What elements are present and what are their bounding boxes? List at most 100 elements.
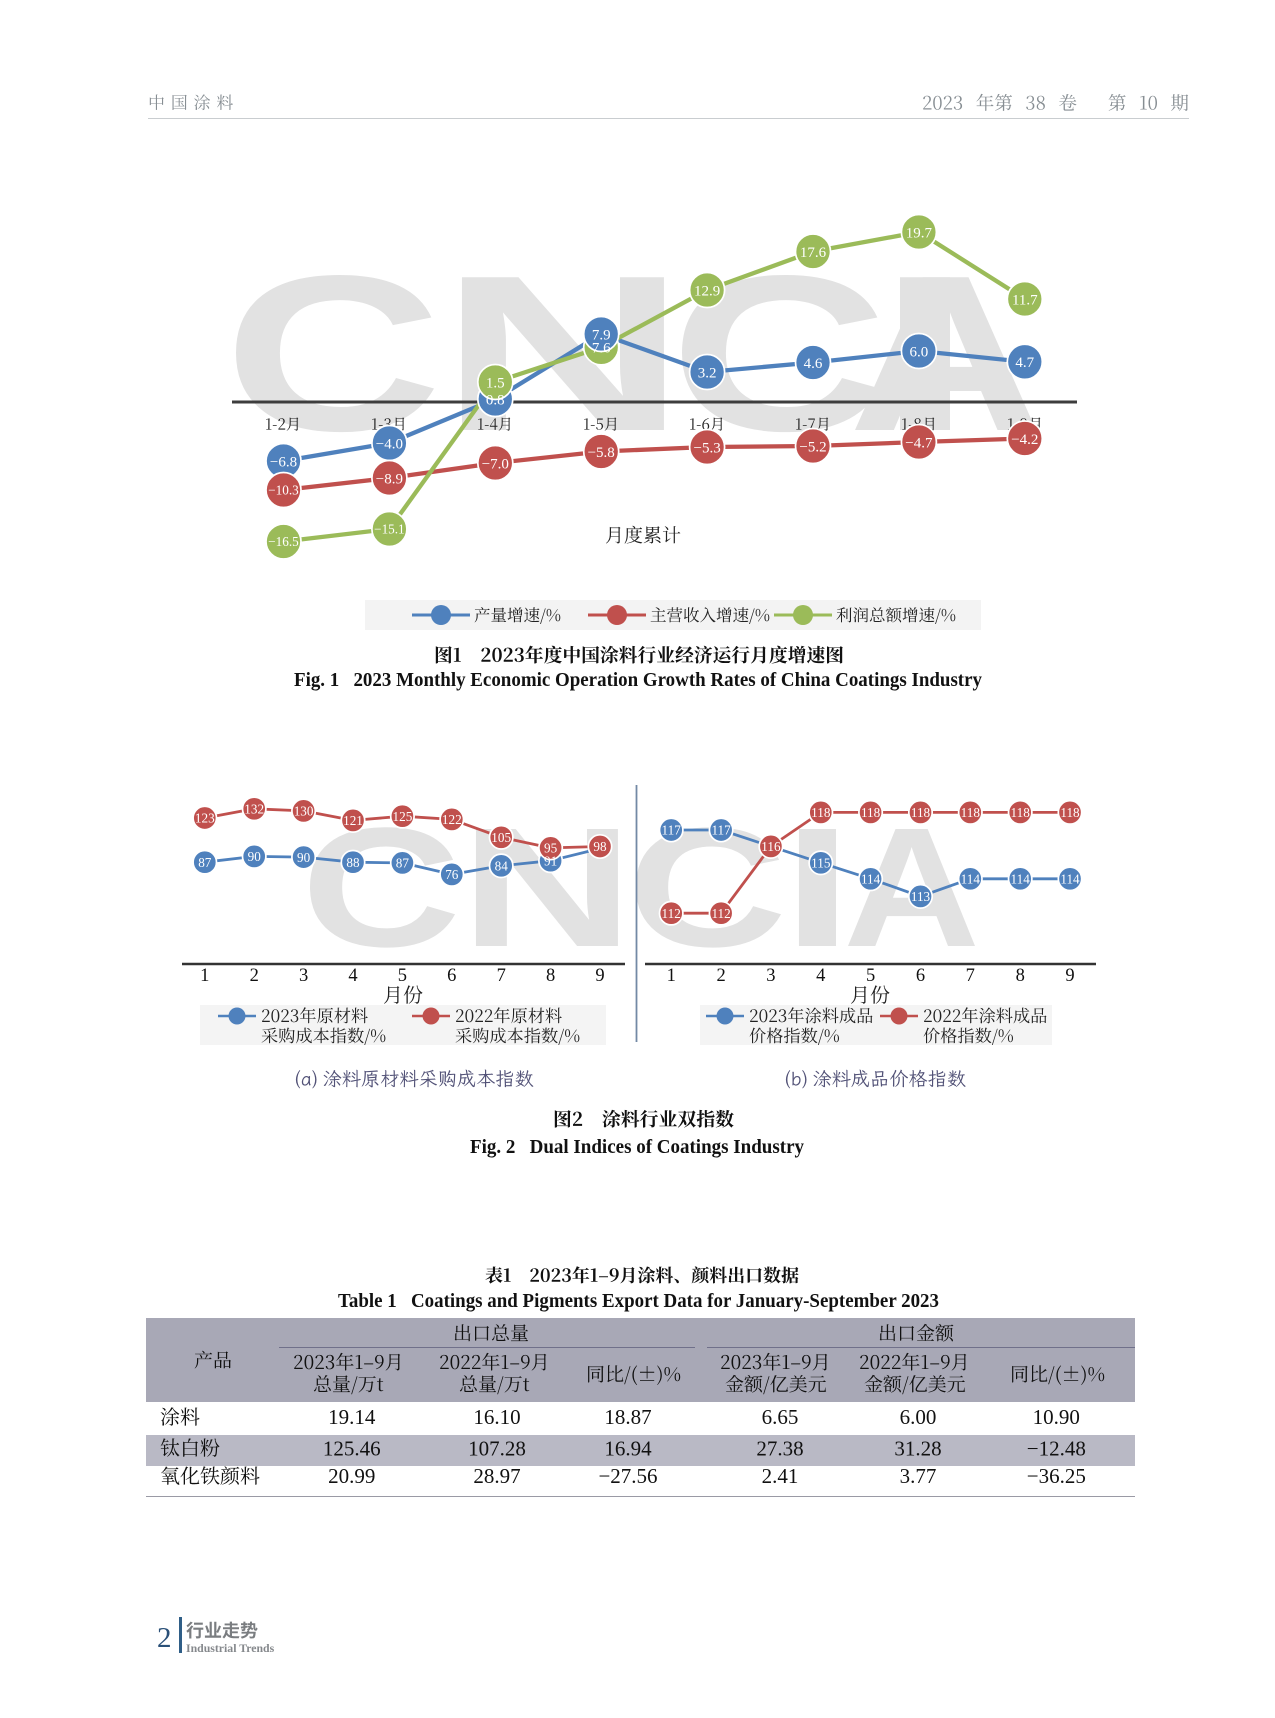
svg-text:16.94: 16.94 <box>604 1437 652 1461</box>
svg-text:9: 9 <box>595 966 604 986</box>
svg-text:Table 1 Coatings and Pigment: Table 1 Coatings and Pigments Export Dat… <box>338 1290 939 1312</box>
svg-text:Fig. 2 Dual Indices of Coati: Fig. 2 Dual Indices of Coatings Industry <box>470 1136 804 1158</box>
svg-text:3: 3 <box>766 966 775 986</box>
svg-text:123: 123 <box>195 811 215 826</box>
svg-text:9: 9 <box>1065 966 1074 986</box>
svg-text:90: 90 <box>297 850 311 865</box>
svg-text:−5.3: −5.3 <box>693 440 720 456</box>
svg-text:113: 113 <box>911 889 931 904</box>
svg-text:I: I <box>782 800 853 960</box>
svg-text:88: 88 <box>346 855 360 870</box>
svg-text:87: 87 <box>396 856 410 871</box>
svg-text:90: 90 <box>248 849 262 864</box>
svg-text:8: 8 <box>546 966 555 986</box>
svg-text:125: 125 <box>393 809 413 824</box>
svg-text:112: 112 <box>711 906 730 921</box>
svg-text:122: 122 <box>442 812 462 827</box>
svg-text:16.10: 16.10 <box>473 1405 520 1429</box>
svg-text:−15.1: −15.1 <box>374 522 405 537</box>
svg-text:4: 4 <box>816 966 825 986</box>
svg-text:−4.2: −4.2 <box>1011 432 1038 448</box>
svg-text:118: 118 <box>1060 805 1080 820</box>
svg-text:105: 105 <box>491 830 511 845</box>
svg-text:2.41: 2.41 <box>762 1464 799 1488</box>
svg-text:6: 6 <box>447 966 456 986</box>
svg-text:−27.56: −27.56 <box>598 1464 657 1488</box>
svg-text:118: 118 <box>1011 805 1031 820</box>
svg-text:7.9: 7.9 <box>592 327 611 343</box>
svg-text:115: 115 <box>811 856 831 871</box>
svg-text:132: 132 <box>244 802 264 817</box>
svg-text:28.97: 28.97 <box>473 1464 520 1488</box>
svg-text:−12.48: −12.48 <box>1027 1437 1086 1461</box>
svg-text:7: 7 <box>966 966 975 986</box>
svg-text:Industrial Trends: Industrial Trends <box>186 1641 275 1655</box>
svg-text:3.2: 3.2 <box>698 365 717 381</box>
svg-text:27.38: 27.38 <box>756 1437 803 1461</box>
svg-text:114: 114 <box>1011 872 1031 887</box>
svg-text:6: 6 <box>916 966 925 986</box>
svg-text:Fig. 1 2023 Monthly Economic: Fig. 1 2023 Monthly Economic Operation G… <box>294 669 982 691</box>
svg-text:3: 3 <box>299 966 308 986</box>
svg-text:−5.8: −5.8 <box>588 445 615 461</box>
svg-text:1: 1 <box>200 966 209 986</box>
svg-text:−10.3: −10.3 <box>268 483 299 498</box>
svg-text:4.7: 4.7 <box>1015 355 1034 371</box>
svg-text:114: 114 <box>861 872 881 887</box>
svg-text:20.99: 20.99 <box>328 1464 375 1488</box>
svg-text:−4.0: −4.0 <box>376 436 403 452</box>
svg-text:1.5: 1.5 <box>486 375 505 391</box>
svg-text:2: 2 <box>716 966 725 986</box>
svg-text:3.77: 3.77 <box>900 1464 937 1488</box>
svg-text:118: 118 <box>811 805 831 820</box>
svg-text:118: 118 <box>911 805 931 820</box>
svg-text:10.90: 10.90 <box>1033 1405 1080 1429</box>
svg-text:87: 87 <box>198 855 212 870</box>
svg-text:4.6: 4.6 <box>804 356 823 372</box>
svg-text:4: 4 <box>348 966 357 986</box>
svg-text:112: 112 <box>662 906 681 921</box>
svg-text:76: 76 <box>445 867 459 882</box>
svg-text:116: 116 <box>761 839 781 854</box>
svg-text:A: A <box>848 240 1043 450</box>
svg-text:18.87: 18.87 <box>604 1405 651 1429</box>
svg-text:C: C <box>224 240 443 450</box>
svg-text:N: N <box>460 800 634 960</box>
svg-text:8: 8 <box>1016 966 1025 986</box>
svg-text:125.46: 125.46 <box>323 1437 381 1461</box>
svg-text:118: 118 <box>861 805 881 820</box>
svg-text:2: 2 <box>250 966 259 986</box>
svg-text:19.7: 19.7 <box>906 225 933 241</box>
svg-text:7: 7 <box>497 966 506 986</box>
svg-text:0.8: 0.8 <box>486 392 505 408</box>
svg-text:107.28: 107.28 <box>468 1437 526 1461</box>
svg-text:11.7: 11.7 <box>1012 292 1038 308</box>
svg-text:C: C <box>627 800 787 960</box>
svg-text:−8.9: −8.9 <box>376 471 403 487</box>
svg-text:2: 2 <box>157 1622 172 1654</box>
svg-text:1: 1 <box>667 966 676 986</box>
svg-text:12.9: 12.9 <box>694 283 720 299</box>
svg-text:117: 117 <box>662 823 682 838</box>
svg-text:117: 117 <box>711 823 731 838</box>
svg-text:C: C <box>301 800 461 960</box>
svg-text:−36.25: −36.25 <box>1027 1464 1086 1488</box>
svg-text:114: 114 <box>961 872 981 887</box>
svg-text:84: 84 <box>495 859 509 874</box>
svg-text:121: 121 <box>343 813 363 828</box>
svg-text:114: 114 <box>1060 872 1080 887</box>
svg-text:−6.8: −6.8 <box>270 454 297 470</box>
svg-text:95: 95 <box>544 841 558 856</box>
svg-text:130: 130 <box>294 804 314 819</box>
svg-text:5: 5 <box>398 966 407 986</box>
svg-text:91: 91 <box>544 853 557 868</box>
svg-text:31.28: 31.28 <box>894 1437 941 1461</box>
svg-text:6.65: 6.65 <box>762 1405 799 1429</box>
svg-text:−5.2: −5.2 <box>799 439 826 455</box>
svg-text:7.6: 7.6 <box>592 341 611 357</box>
svg-text:−7.0: −7.0 <box>482 456 509 472</box>
svg-text:−16.5: −16.5 <box>268 534 299 549</box>
svg-text:6.00: 6.00 <box>900 1405 937 1429</box>
svg-text:98: 98 <box>593 839 607 854</box>
svg-text:118: 118 <box>961 805 981 820</box>
